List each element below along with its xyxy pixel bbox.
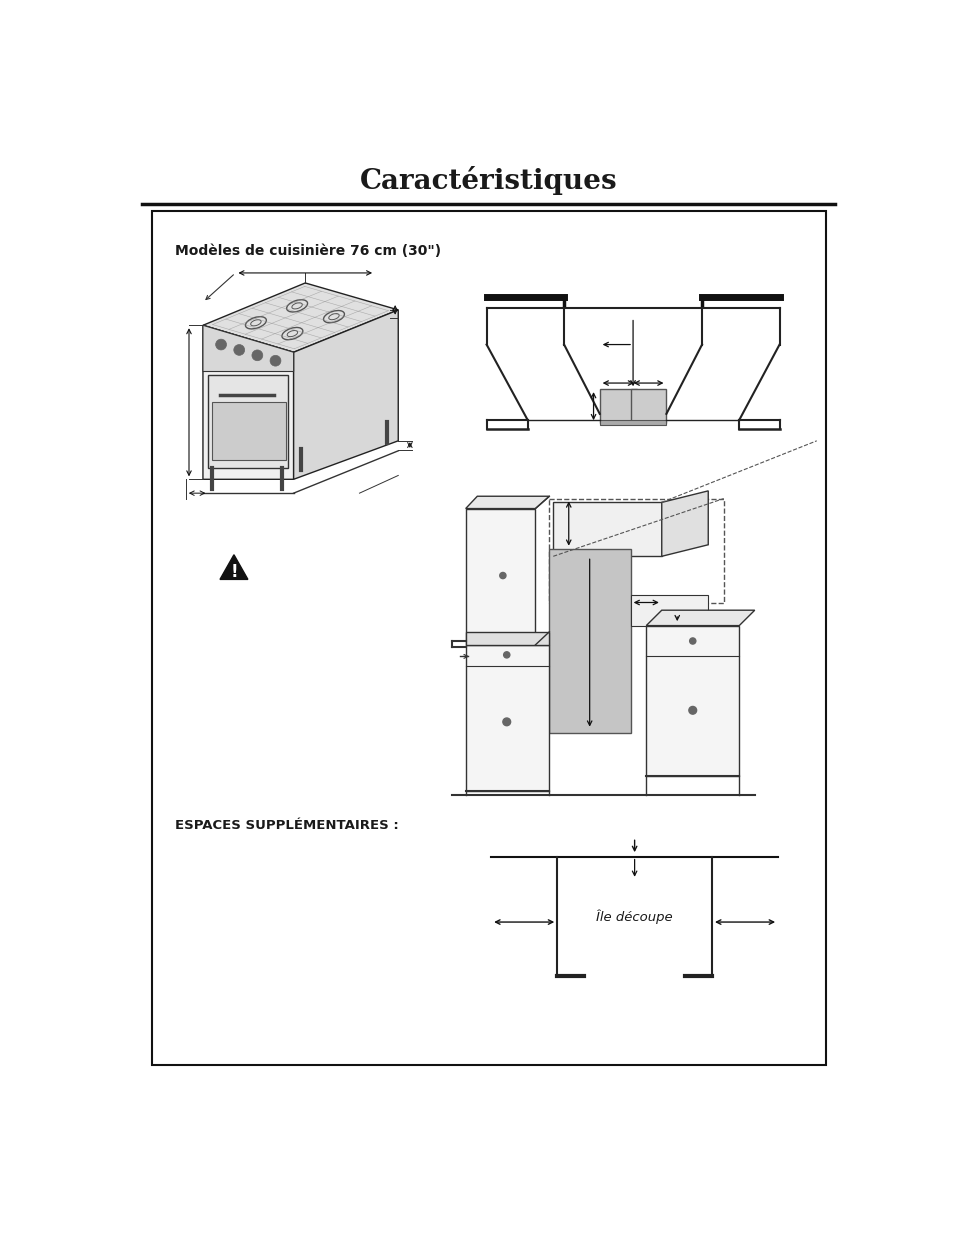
Text: ESPACES SUPPLÉMENTAIRES :: ESPACES SUPPLÉMENTAIRES : bbox=[174, 819, 398, 832]
Bar bbox=[599, 420, 666, 425]
Polygon shape bbox=[549, 548, 630, 734]
Polygon shape bbox=[208, 375, 288, 468]
Bar bbox=[152, 211, 825, 1065]
Bar bbox=[212, 403, 286, 461]
Circle shape bbox=[502, 718, 510, 726]
Polygon shape bbox=[645, 626, 739, 776]
Circle shape bbox=[215, 340, 226, 350]
Polygon shape bbox=[465, 632, 549, 645]
Polygon shape bbox=[553, 503, 661, 556]
Text: Île découpe: Île découpe bbox=[596, 909, 672, 924]
Polygon shape bbox=[203, 325, 294, 372]
Text: Caractéristiques: Caractéristiques bbox=[359, 165, 618, 195]
Circle shape bbox=[503, 652, 509, 658]
Polygon shape bbox=[220, 555, 248, 579]
Bar bbox=[630, 389, 666, 424]
Circle shape bbox=[499, 573, 505, 579]
Polygon shape bbox=[465, 645, 549, 792]
Polygon shape bbox=[465, 509, 535, 645]
Polygon shape bbox=[203, 283, 397, 352]
Text: !: ! bbox=[230, 563, 237, 580]
Polygon shape bbox=[661, 490, 707, 556]
Circle shape bbox=[270, 356, 280, 366]
Polygon shape bbox=[465, 496, 549, 509]
Circle shape bbox=[233, 345, 244, 356]
Polygon shape bbox=[294, 310, 397, 479]
Circle shape bbox=[252, 350, 262, 361]
Polygon shape bbox=[645, 610, 754, 626]
Polygon shape bbox=[630, 595, 707, 626]
Circle shape bbox=[689, 638, 695, 645]
Bar bbox=[599, 389, 637, 424]
Polygon shape bbox=[203, 325, 294, 479]
Circle shape bbox=[688, 706, 696, 714]
Text: Modèles de cuisinière 76 cm (30"): Modèles de cuisinière 76 cm (30") bbox=[174, 245, 440, 258]
